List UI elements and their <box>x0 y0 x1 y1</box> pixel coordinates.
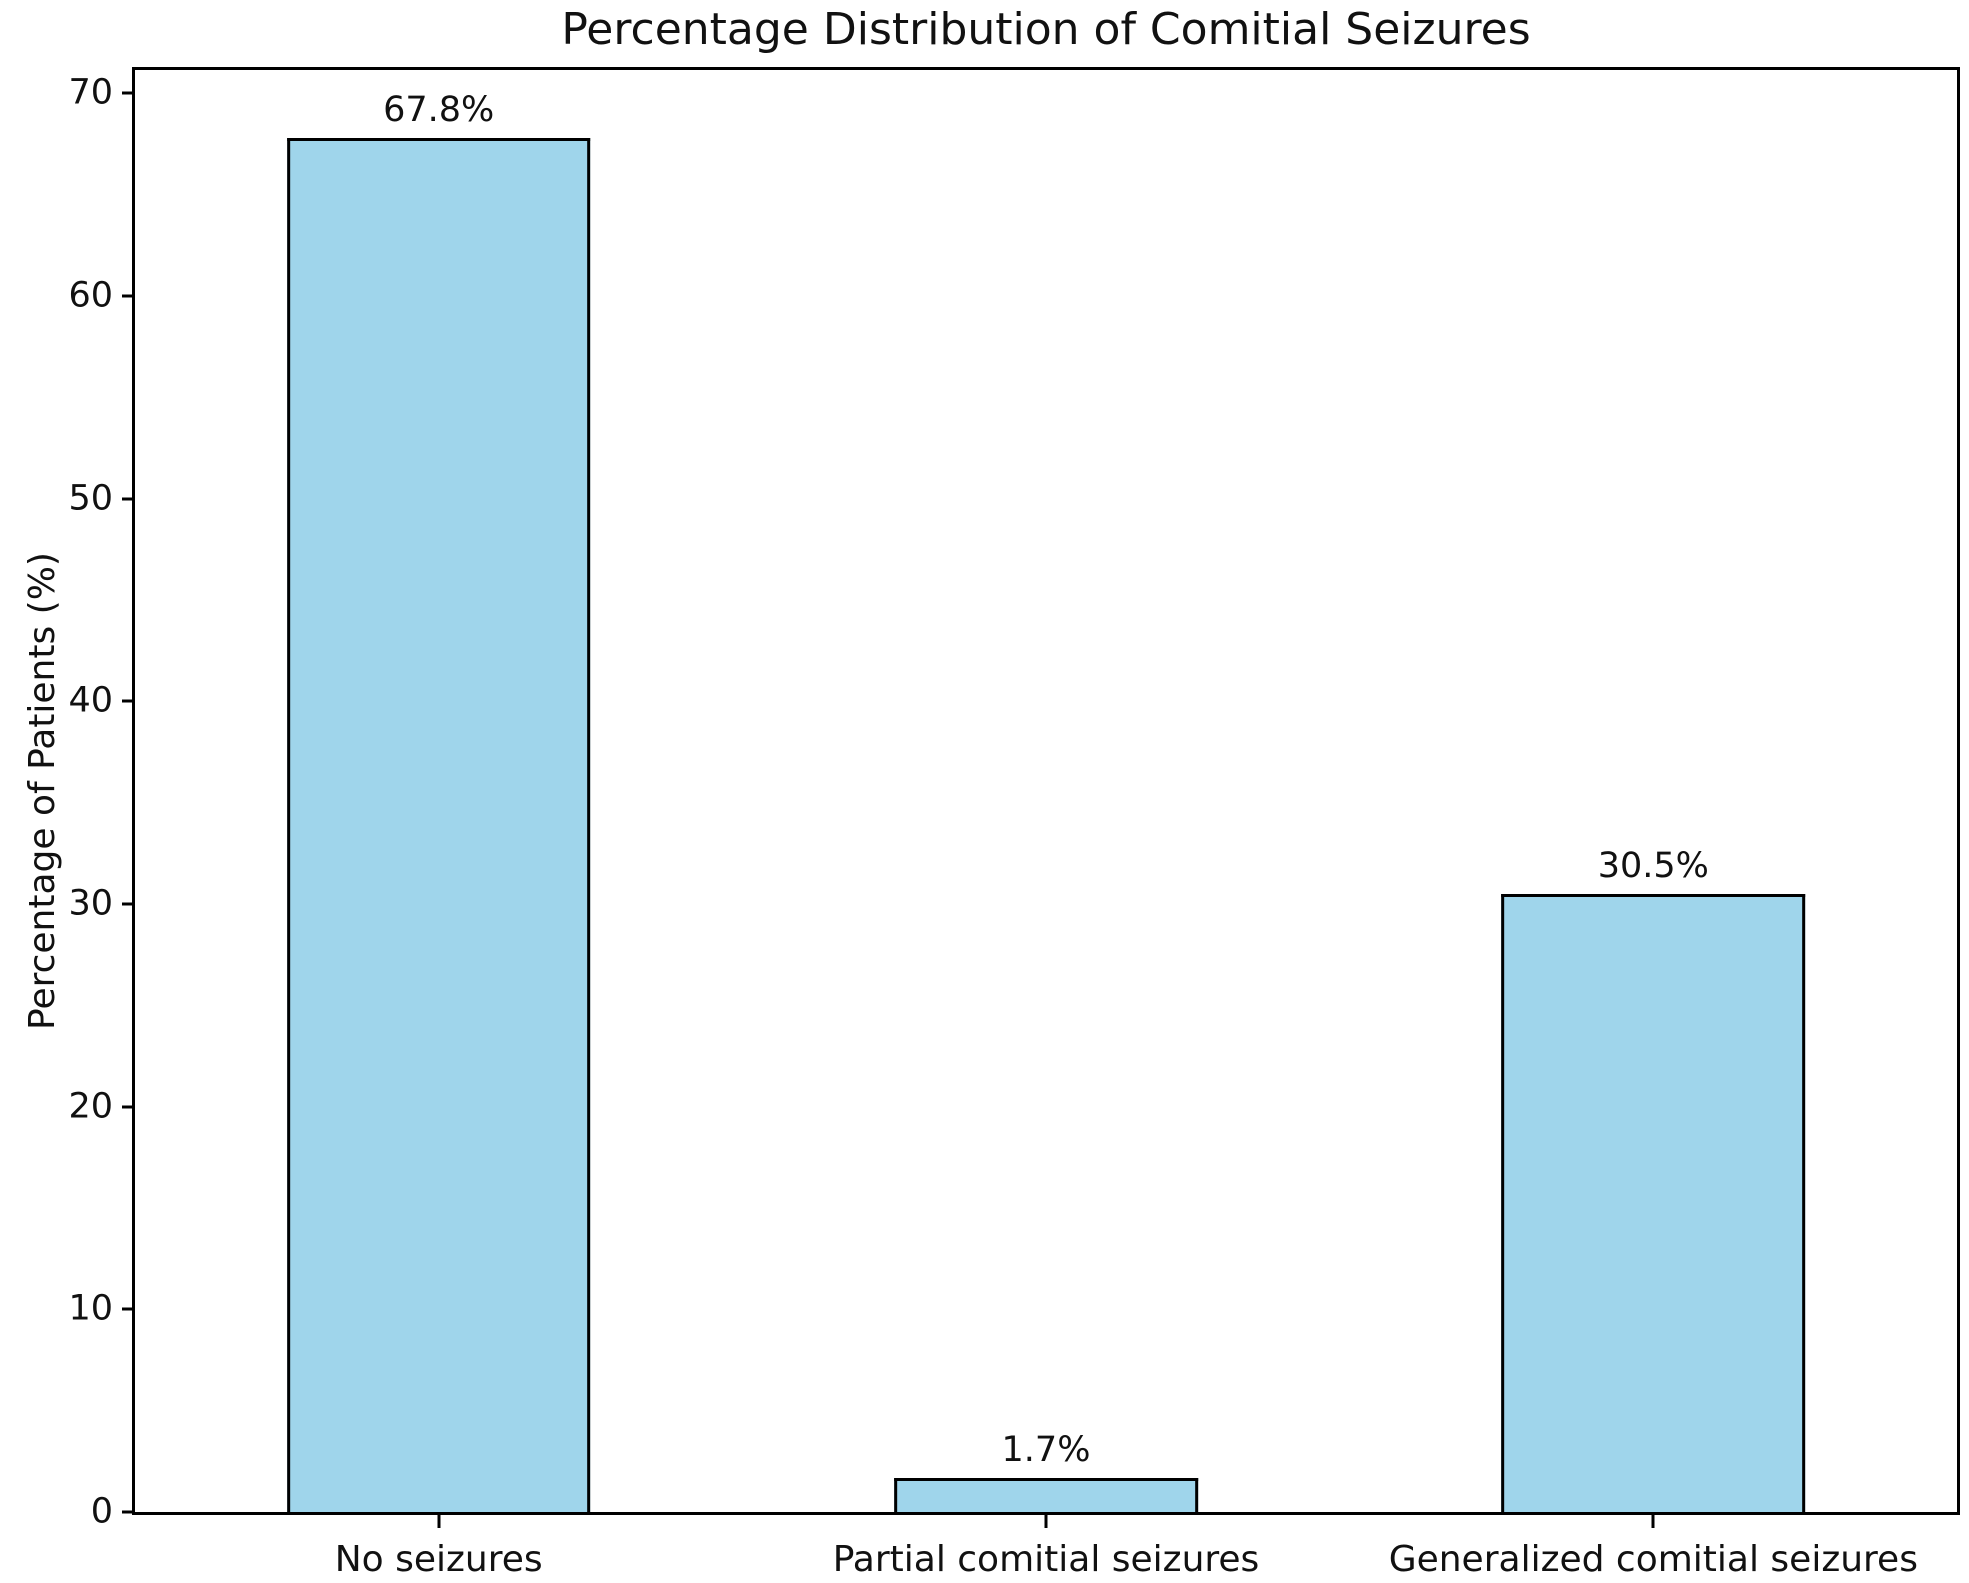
y-axis-label: Percentage of Patients (%) <box>22 552 63 1030</box>
y-tick-mark <box>122 1105 132 1109</box>
bar <box>286 137 591 1512</box>
plot-area: 0 10 20 30 40 50 60 70 67.8% No seizures 1.7% Parti… <box>68 67 1960 1580</box>
y-tick-mark <box>122 497 132 501</box>
y-tick-mark <box>122 1510 132 1514</box>
y-tick-mark <box>122 699 132 703</box>
y-tick-label: 50 <box>68 478 113 519</box>
y-tick-label: 70 <box>68 72 113 113</box>
x-tick-label: Generalized comitial seizures <box>1388 1539 1918 1580</box>
x-tick-mark <box>1651 1515 1655 1528</box>
bar <box>894 1477 1198 1512</box>
y-tick-mark <box>122 294 132 298</box>
x-tick-mark <box>1044 1515 1048 1528</box>
y-tick-label: 60 <box>68 275 113 316</box>
bar-value-label: 30.5% <box>1597 845 1709 886</box>
bar-value-label: 67.8% <box>383 89 495 130</box>
y-tick-mark <box>122 902 132 906</box>
y-tick-label: 10 <box>68 1288 113 1329</box>
y-tick-label: 0 <box>90 1491 113 1532</box>
y-tick-label: 30 <box>68 883 113 924</box>
chart-title: Percentage Distribution of Comitial Seiz… <box>561 4 1531 55</box>
x-tick-label: Partial comitial seizures <box>832 1539 1260 1580</box>
y-tick-mark <box>122 1307 132 1311</box>
y-tick-label: 20 <box>68 1086 113 1127</box>
y-tick-label: 40 <box>68 680 113 721</box>
x-tick-label: No seizures <box>334 1539 543 1580</box>
bar-value-label: 1.7% <box>1001 1429 1091 1470</box>
x-tick-mark <box>437 1515 441 1528</box>
bar <box>1501 893 1806 1512</box>
y-tick-mark <box>122 91 132 95</box>
